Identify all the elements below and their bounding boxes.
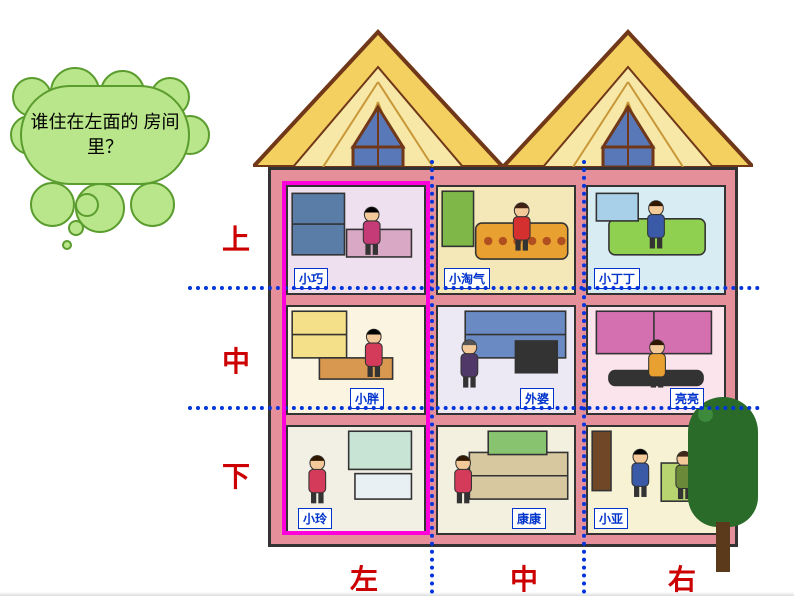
tree	[688, 397, 758, 572]
room-name-tag: 小淘气	[444, 268, 490, 289]
row-label-0: 上	[222, 218, 250, 258]
house-facade: 小巧 小淘气 小丁丁 小胖	[268, 167, 738, 547]
row-label-1: 中	[222, 340, 250, 380]
col-label-1: 中	[510, 558, 538, 598]
roof	[253, 12, 753, 167]
thought-bubble: 谁住在左面的 房间里？	[20, 85, 200, 215]
room-小丁丁: 小丁丁	[586, 185, 726, 295]
col-label-2: 右	[668, 558, 696, 598]
room-小玲: 小玲	[286, 425, 426, 535]
room-name-tag: 康康	[512, 508, 546, 529]
question-cloud: 谁住在左面的 房间里？	[20, 85, 190, 185]
room-name-tag: 小亚	[594, 508, 628, 529]
room-name-tag: 小胖	[350, 388, 384, 409]
room-name-tag: 小玲	[298, 508, 332, 529]
row-label-2: 下	[222, 455, 250, 495]
room-小胖: 小胖	[286, 305, 426, 415]
room-康康: 康康	[436, 425, 576, 535]
room-name-tag: 小丁丁	[594, 268, 640, 289]
room-外婆: 外婆	[436, 305, 576, 415]
house-diagram: 小巧 小淘气 小丁丁 小胖	[253, 12, 753, 572]
room-name-tag: 亮亮	[670, 388, 704, 409]
room-小淘气: 小淘气	[436, 185, 576, 295]
room-name-tag: 外婆	[520, 388, 554, 409]
room-name-tag: 小巧	[294, 268, 328, 289]
room-grid: 小巧 小淘气 小丁丁 小胖	[286, 185, 726, 535]
col-label-0: 左	[350, 558, 378, 598]
room-小巧: 小巧	[286, 185, 426, 295]
question-text: 谁住在左面的 房间里？	[30, 95, 180, 175]
